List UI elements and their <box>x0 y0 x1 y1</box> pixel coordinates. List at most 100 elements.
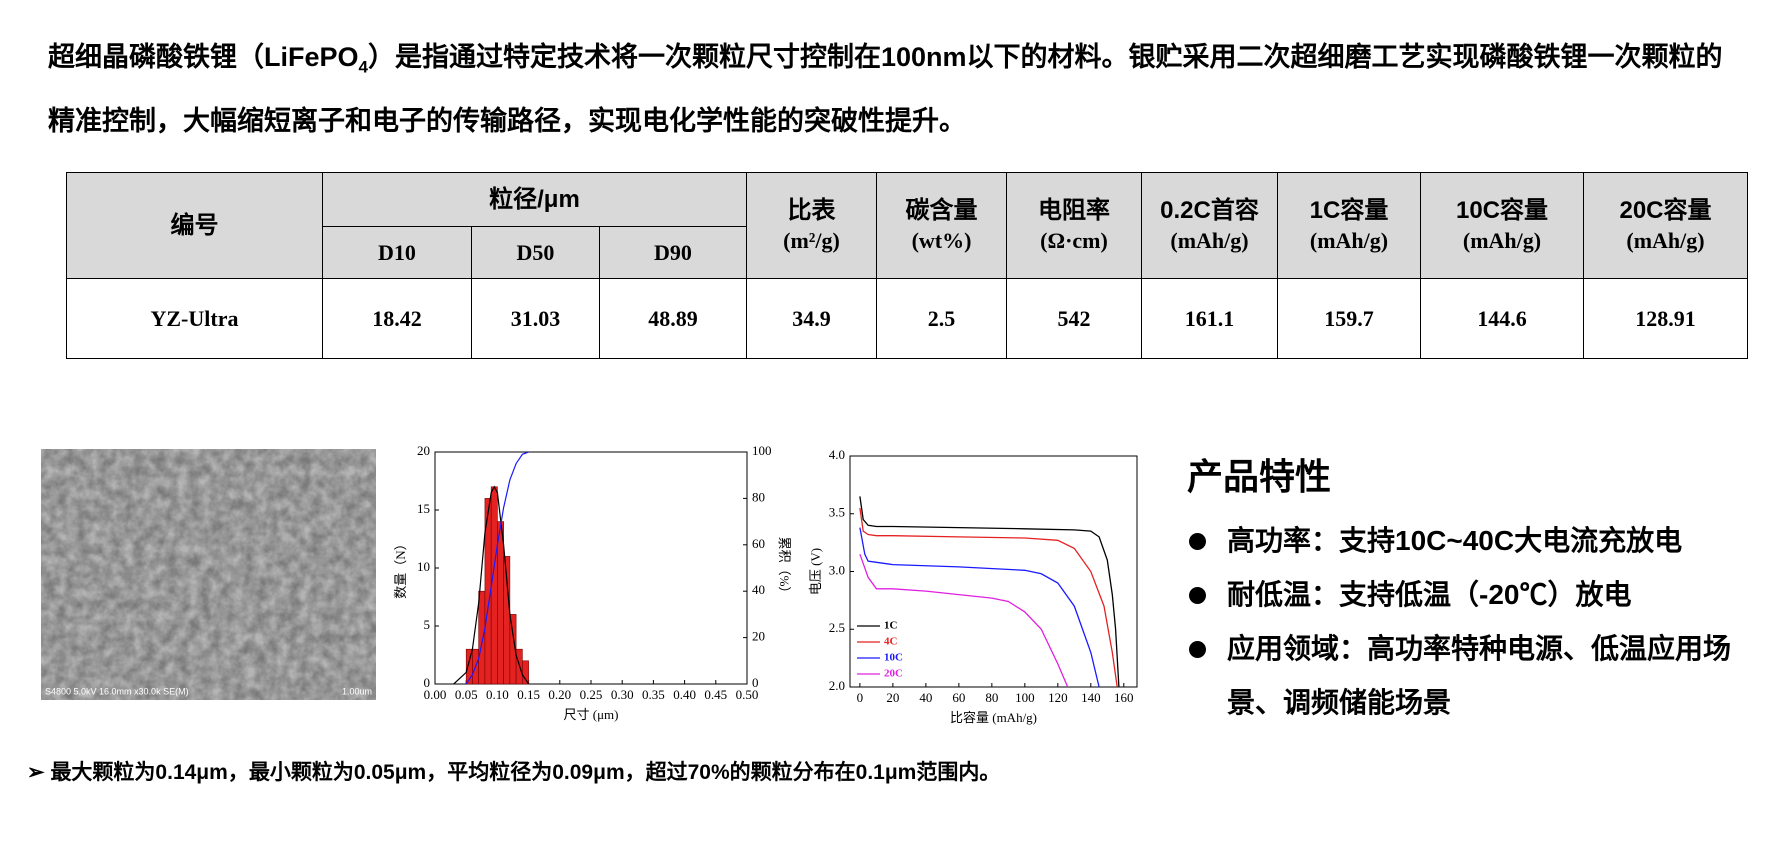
x-axis-label: 比容量 (mAh/g) <box>950 710 1037 725</box>
hist-bar <box>497 521 504 685</box>
fit-curve <box>453 485 530 684</box>
y-tick-label: 0 <box>424 675 431 690</box>
header-cell: 碳含量 (wt%) <box>876 172 1007 279</box>
y2-tick-label: 20 <box>752 629 765 644</box>
y2-axis-label: 累积（%） <box>777 537 792 600</box>
x-axis-label: 尺寸 (μm) <box>564 707 619 722</box>
y-tick-label: 3.0 <box>829 562 845 577</box>
metric-unit: (Ω·cm) <box>1040 227 1108 253</box>
header-cell: 20C容量 (mAh/g) <box>1583 172 1748 279</box>
x-tick-label: 0.45 <box>704 687 727 702</box>
header-cell: D50 <box>471 226 600 279</box>
metric-unit: (mAh/g) <box>1309 227 1389 253</box>
x-tick-label: 0.20 <box>548 687 571 702</box>
table-cell: 2.5 <box>876 278 1007 359</box>
legend-label: 1C <box>884 620 898 632</box>
intro-text: ）是指通过特定技术将一次颗粒尺寸控制在100nm以下的材料。银贮采用二次超细磨工… <box>48 42 1723 137</box>
table-cell: 542 <box>1006 278 1142 359</box>
x-tick-label: 0.15 <box>517 687 540 702</box>
header-cell: D10 <box>322 226 472 279</box>
x-tick-label: 60 <box>952 690 965 705</box>
y2-tick-label: 100 <box>752 443 772 458</box>
discharge-curve <box>859 496 1120 688</box>
table-cell: 128.91 <box>1583 278 1748 359</box>
feature-item: 高功率：支持10C~40C大电流充放电 <box>1187 514 1747 568</box>
metric-unit: (mAh/g) <box>1626 227 1705 253</box>
metric-unit: (m²/g) <box>783 227 840 253</box>
header-cell: 电阻率 (Ω·cm) <box>1006 172 1142 279</box>
features-title: 产品特性 <box>1187 456 1332 497</box>
cumulative-curve <box>465 452 529 684</box>
table-cell: 159.7 <box>1277 278 1421 359</box>
legend-label: 20C <box>884 668 903 680</box>
table-row: YZ-Ultra 18.42 31.03 48.89 34.9 2.5 542 161.1 15… <box>66 278 1748 359</box>
legend-label: 10C <box>884 652 903 664</box>
table-cell: 144.6 <box>1420 278 1584 359</box>
metric-unit: (mAh/g) <box>1170 227 1249 253</box>
y2-tick-label: 60 <box>752 536 765 551</box>
x-tick-label: 140 <box>1081 690 1101 705</box>
y-axis-label: 电压 (V) <box>808 548 823 595</box>
feature-item: 耐低温：支持低温（-20℃）放电 <box>1187 568 1747 622</box>
x-tick-label: 100 <box>1015 690 1035 705</box>
note: ➢ 最大颗粒为0.14μm，最小颗粒为0.05μm，平均粒径为0.09μm，超过… <box>27 756 1000 786</box>
metric-name: 10C容量 <box>1455 196 1549 224</box>
x-tick-label: 120 <box>1048 690 1068 705</box>
table-cell: 48.89 <box>599 278 747 359</box>
legend-label: 4C <box>884 636 898 648</box>
sem-image <box>41 449 376 700</box>
y2-tick-label: 0 <box>752 675 759 690</box>
metric-name: 20C容量 <box>1619 196 1712 224</box>
metric-name: 电阻率 <box>1038 196 1110 224</box>
x-tick-label: 0.50 <box>736 687 759 702</box>
feature-item: 应用领域：高功率特种电源、低温应用场景、调频储能场景 <box>1187 622 1747 730</box>
x-tick-label: 40 <box>919 690 932 705</box>
table-cell: 31.03 <box>471 278 600 359</box>
metric-name: 1C容量 <box>1309 196 1389 224</box>
sem-caption: S4800 5.0kV 16.0mm x30.0k SE(M) <box>45 686 189 696</box>
discharge-curve <box>859 527 1100 688</box>
x-tick-label: 0.40 <box>673 687 696 702</box>
y-tick-label: 4.0 <box>829 447 845 462</box>
header-cell: 比表 (m²/g) <box>746 172 877 279</box>
hist-bar <box>522 660 529 685</box>
metric-unit: (wt%) <box>911 227 972 253</box>
x-tick-label: 0.35 <box>642 687 665 702</box>
metric-unit: (mAh/g) <box>1462 227 1542 253</box>
table-cell: 18.42 <box>322 278 472 359</box>
y-axis-label: 数量（N） <box>393 537 408 598</box>
y-tick-label: 3.5 <box>829 505 845 520</box>
y-tick-label: 5 <box>424 617 431 632</box>
y2-tick-label: 40 <box>752 582 765 597</box>
x-tick-label: 20 <box>886 690 899 705</box>
x-tick-label: 0.10 <box>486 687 509 702</box>
y-tick-label: 2.5 <box>829 620 845 635</box>
note-text: 最大颗粒为0.14μm，最小颗粒为0.05μm，平均粒径为0.09μm，超过70… <box>50 761 1001 784</box>
y-tick-label: 10 <box>417 559 430 574</box>
y-tick-label: 20 <box>417 443 430 458</box>
x-tick-label: 0.30 <box>611 687 634 702</box>
x-tick-label: 80 <box>985 690 998 705</box>
header-cell: 编号 <box>66 172 323 279</box>
x-tick-label: 0 <box>857 690 864 705</box>
header-cell: 0.2C首容 (mAh/g) <box>1141 172 1278 279</box>
hist-bar <box>478 590 486 685</box>
note-arrow: ➢ <box>27 761 51 784</box>
metric-name: 0.2C首容 <box>1160 196 1259 224</box>
metric-name: 碳含量 <box>905 196 978 224</box>
x-tick-label: 0.05 <box>455 687 478 702</box>
discharge-curve <box>859 553 1069 688</box>
metric-name: 比表 <box>787 196 836 224</box>
intro: 超细晶磷酸铁锂（LiFePO4）是指通过特定技术将一次颗粒尺寸控制在100nm以… <box>48 30 1738 148</box>
discharge-curve <box>859 507 1118 688</box>
table-cell: 34.9 <box>746 278 877 359</box>
header-cell: 10C容量 (mAh/g) <box>1420 172 1584 279</box>
x-tick-label: 160 <box>1114 690 1134 705</box>
x-tick-label: 0.25 <box>580 687 603 702</box>
y-tick-label: 2.0 <box>829 678 845 693</box>
header-cell: D90 <box>599 226 747 279</box>
spec-table: 编号 粒径/μm 比表 (m²/g) 碳含量 (wt%) 电阻率 (Ω·cm) 0.2… <box>66 172 1748 359</box>
features-list: 高功率：支持10C~40C大电流充放电 耐低温：支持低温（-20℃）放电 应用领域：… <box>1187 514 1747 730</box>
